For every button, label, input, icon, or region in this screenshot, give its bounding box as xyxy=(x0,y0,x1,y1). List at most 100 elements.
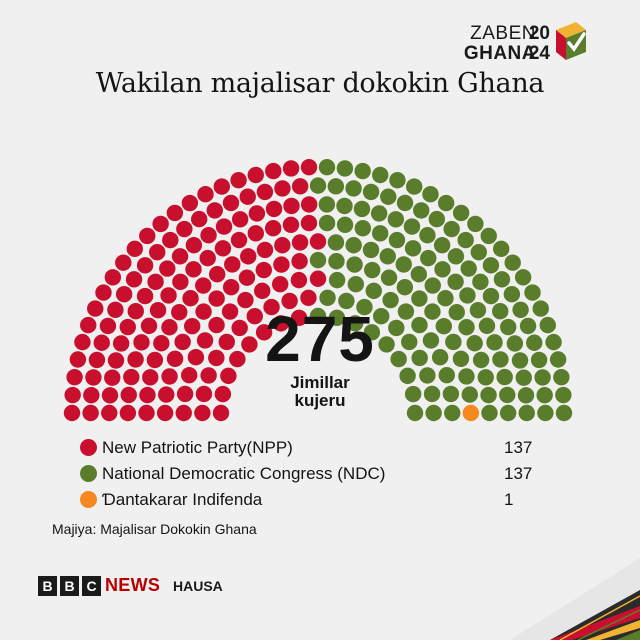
seat-npp xyxy=(127,302,144,320)
total-seats-label-line2: kujeru xyxy=(294,391,346,410)
seat-ndc xyxy=(452,350,470,367)
seat-npp xyxy=(255,324,273,341)
seat-npp xyxy=(112,335,130,352)
logo-word-ghana: GHANA xyxy=(463,43,536,64)
seat-npp xyxy=(126,240,143,258)
seat-npp xyxy=(300,196,318,213)
seat-npp xyxy=(220,367,237,385)
seat-ndc xyxy=(515,369,532,386)
seat-ndc xyxy=(419,227,436,244)
seat-npp xyxy=(107,301,124,318)
seat-npp xyxy=(101,404,118,422)
legend-label-independent: Ɗantakarar Indifenda xyxy=(102,490,263,509)
seat-npp xyxy=(282,216,300,234)
seat-npp xyxy=(283,197,300,215)
seat-ndc xyxy=(506,335,524,352)
seat-npp xyxy=(125,271,143,288)
seat-npp xyxy=(139,386,156,404)
seat-npp xyxy=(160,287,177,304)
seat-ndc xyxy=(435,317,453,335)
legend-value-ndc: 137 xyxy=(504,464,533,483)
seat-ndc xyxy=(492,351,509,368)
seat-ndc xyxy=(395,256,412,273)
legend-item-npp: New Patriotic Party(NPP) 137 xyxy=(72,437,542,459)
seat-ndc xyxy=(382,291,399,309)
seat-ndc xyxy=(492,302,509,320)
election-logo: ZABEN GHANA 20 24 xyxy=(432,16,586,68)
seat-npp xyxy=(195,277,212,294)
seat-ndc xyxy=(380,269,398,286)
seat-ndc xyxy=(555,404,573,422)
seat-ndc xyxy=(545,333,562,351)
seat-ndc xyxy=(363,324,381,341)
seat-ndc xyxy=(411,349,428,367)
legend-swatch-ndc xyxy=(80,465,97,482)
seat-ndc xyxy=(362,241,380,259)
seat-ndc xyxy=(459,287,476,304)
seat-ndc xyxy=(338,292,355,310)
total-seats-label: Jimillar kujeru xyxy=(220,374,420,410)
seat-ndc xyxy=(480,227,497,245)
seat-npp xyxy=(185,261,202,278)
seat-npp xyxy=(291,178,309,195)
bbc-letter-1: B xyxy=(38,576,57,596)
seat-ndc xyxy=(555,386,572,404)
seat-ndc xyxy=(319,289,336,306)
seat-ndc xyxy=(424,303,441,320)
seat-ndc xyxy=(372,166,389,184)
seat-ndc xyxy=(458,368,475,385)
seat-npp xyxy=(254,282,271,300)
seat-npp xyxy=(246,308,263,325)
source-note: Majiya: Majalisar Dokokin Ghana xyxy=(52,521,257,537)
seat-ndc xyxy=(399,367,416,385)
seat-npp xyxy=(159,260,176,277)
seat-npp xyxy=(149,302,167,319)
seat-npp xyxy=(222,194,240,212)
seat-ndc xyxy=(390,350,407,368)
bbc-service-word: HAUSA xyxy=(173,578,223,594)
seat-ndc xyxy=(354,220,372,237)
seat-ndc xyxy=(428,210,445,228)
seat-npp xyxy=(64,386,81,404)
seat-ndc xyxy=(445,333,462,351)
seat-npp xyxy=(174,333,191,351)
seat-npp xyxy=(195,385,213,403)
seat-ndc xyxy=(448,303,465,321)
seat-npp xyxy=(240,248,257,265)
legend-item-ndc: National Democratic Congress (NDC) 137 xyxy=(72,463,542,485)
seat-ndc xyxy=(401,333,418,351)
seat-npp xyxy=(133,334,150,351)
seat-ndc xyxy=(378,336,395,353)
seat-ndc xyxy=(480,386,497,404)
seat-npp xyxy=(146,351,164,369)
seat-ndc xyxy=(410,266,428,283)
seat-npp xyxy=(200,367,217,384)
seat-npp xyxy=(136,287,154,305)
seat-ndc xyxy=(534,369,551,386)
seat-npp xyxy=(127,351,144,368)
seat-ndc xyxy=(447,273,464,290)
kente-pattern-decoration xyxy=(510,558,640,640)
seat-npp xyxy=(206,202,223,219)
seat-ndc xyxy=(327,234,345,251)
seat-ndc xyxy=(373,308,390,325)
seat-npp xyxy=(255,261,272,279)
seat-ndc xyxy=(345,180,362,197)
seat-npp xyxy=(115,286,133,303)
seat-ndc xyxy=(447,248,465,265)
seat-ndc xyxy=(499,386,516,404)
seat-ndc xyxy=(413,202,430,219)
seat-npp xyxy=(187,349,205,366)
seat-ndc xyxy=(318,196,336,213)
seat-ndc xyxy=(336,216,354,234)
seat-npp xyxy=(214,385,232,403)
seat-npp xyxy=(181,194,199,212)
seat-ndc xyxy=(460,260,477,277)
seat-npp xyxy=(264,220,282,237)
seat-ndc xyxy=(481,404,498,422)
seat-ndc xyxy=(500,318,517,336)
seat-npp xyxy=(248,205,266,222)
seat-npp xyxy=(115,254,132,271)
seat-ndc xyxy=(539,316,556,334)
